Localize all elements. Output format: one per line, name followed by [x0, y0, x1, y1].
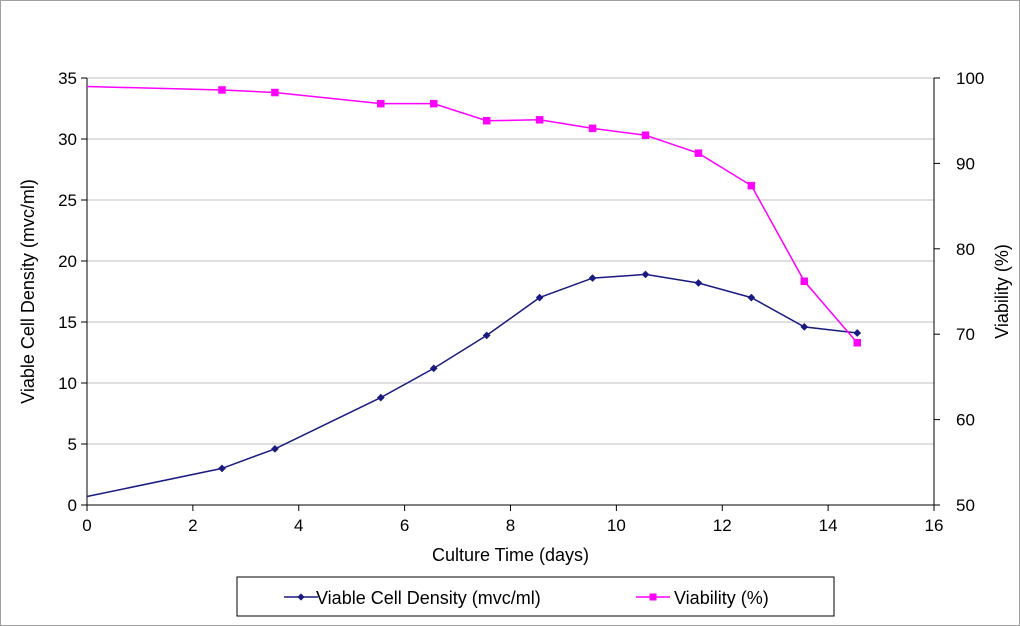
x-tick-label: 2: [188, 516, 197, 535]
series-line-viable-cell-density: [86, 273, 858, 498]
legend-label-viability: Viability (%): [674, 588, 769, 608]
data-point-viable-cell-density: [641, 270, 650, 279]
legend-box: [236, 576, 835, 617]
y-left-tick-label: 35: [58, 69, 77, 88]
data-point-viable-cell-density: [800, 322, 809, 331]
legend-marker-square: [649, 593, 657, 601]
x-tick-label: 10: [607, 516, 626, 535]
data-point-viable-cell-density: [482, 331, 491, 340]
y-axis-left-title: Viable Cell Density (mvc/ml): [18, 179, 38, 404]
x-tick-label: 6: [400, 516, 409, 535]
gridlines: [87, 77, 934, 445]
y-left-tick-label: 30: [58, 130, 77, 149]
ticks: 0 5 10 15 20 25 30 35 50 60 70 80 90 100 0 2 4 6 8 10 12 14 16: [58, 69, 984, 535]
data-point-viability: [800, 277, 809, 286]
y-left-tick-label: 15: [58, 313, 77, 332]
legend: Viable Cell Density (mvc/ml) Viability (…: [236, 576, 835, 617]
data-point-viable-cell-density: [694, 279, 703, 287]
legend-label-viable-cell-density: Viable Cell Density (mvc/ml): [316, 588, 541, 608]
data-point-viable-cell-density: [429, 364, 438, 373]
data-point-viable-cell-density: [535, 293, 544, 302]
y-right-tick-label: 60: [956, 411, 975, 430]
y-left-tick-label: 20: [58, 252, 77, 271]
x-tick-label: 4: [294, 516, 303, 535]
data-point-viability: [641, 131, 650, 139]
y-right-tick-label: 90: [956, 154, 975, 173]
legend-marker-diamond: [297, 593, 305, 601]
data-point-viable-cell-density: [270, 444, 279, 453]
x-axis-title: Culture Time (days): [432, 545, 589, 565]
y-right-tick-label: 50: [956, 496, 975, 515]
data-point-viable-cell-density: [588, 274, 597, 283]
y-axis-right-title: Viability (%): [992, 244, 1012, 339]
legend-item-viability: Viability (%): [636, 588, 769, 608]
data-point-viability: [429, 99, 438, 108]
data-point-viable-cell-density: [218, 464, 226, 473]
data-point-viability: [271, 88, 279, 97]
series-line-viability: [86, 85, 858, 344]
series: [86, 85, 862, 498]
data-point-viability: [377, 99, 385, 108]
x-tick-label: 16: [925, 516, 944, 535]
y-right-tick-label: 100: [956, 69, 984, 88]
data-point-viability: [853, 338, 861, 347]
data-point-viable-cell-density: [747, 293, 756, 302]
data-point-viable-cell-density: [853, 329, 862, 337]
data-point-viability: [694, 149, 703, 157]
x-tick-label: 0: [82, 516, 91, 535]
data-point-viability: [535, 116, 544, 124]
y-left-tick-label: 5: [68, 435, 77, 454]
x-tick-label: 14: [819, 516, 838, 535]
y-right-tick-label: 80: [956, 240, 975, 259]
data-point-viability: [218, 86, 226, 94]
y-left-tick-label: 10: [58, 374, 77, 393]
y-left-tick-label: 25: [58, 191, 77, 210]
data-point-viability: [482, 116, 491, 125]
legend-item-viable-cell-density: Viable Cell Density (mvc/ml): [284, 588, 541, 608]
data-point-viability: [588, 124, 597, 133]
data-point-viable-cell-density: [376, 393, 385, 402]
x-tick-label: 12: [713, 516, 732, 535]
data-point-viability: [747, 181, 756, 190]
y-right-tick-label: 70: [956, 325, 975, 344]
x-tick-label: 8: [506, 516, 515, 535]
y-left-tick-label: 0: [68, 496, 77, 515]
